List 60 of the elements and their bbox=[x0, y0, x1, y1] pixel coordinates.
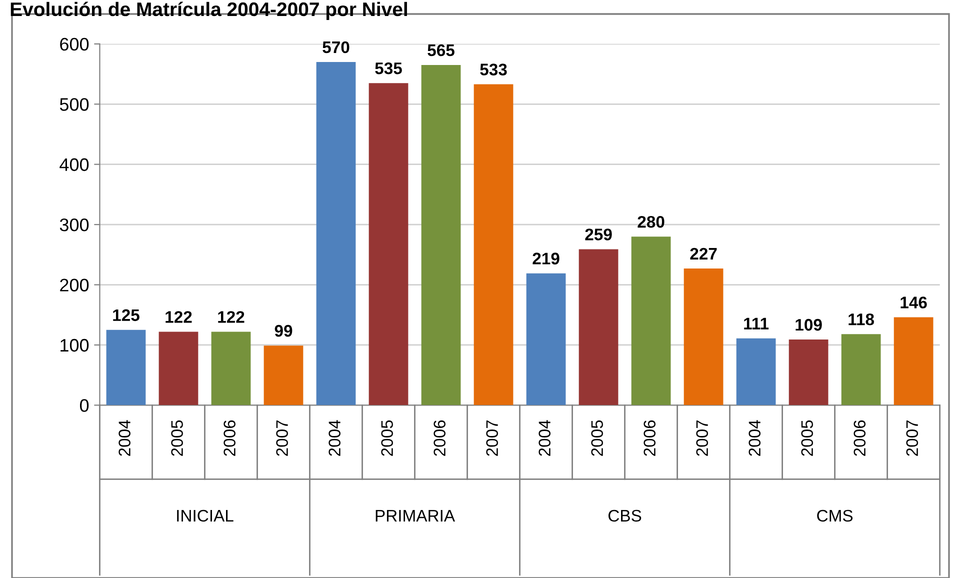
data-label: 122 bbox=[166, 311, 192, 323]
data-label: 535 bbox=[375, 62, 402, 74]
bar bbox=[316, 62, 356, 406]
text: 2005 bbox=[591, 420, 604, 456]
y-tick-label: 0 bbox=[80, 399, 89, 412]
data-label: 219 bbox=[532, 252, 560, 264]
bar bbox=[788, 340, 828, 406]
bar bbox=[578, 249, 618, 406]
data-label: 570 bbox=[322, 41, 350, 54]
bar bbox=[106, 330, 146, 406]
text: 2004 bbox=[538, 420, 551, 456]
text: 2006 bbox=[434, 420, 446, 456]
bar bbox=[736, 338, 776, 406]
text: 2007 bbox=[486, 420, 498, 456]
text: 2006 bbox=[854, 420, 866, 456]
text: 2005 bbox=[381, 420, 393, 456]
bar bbox=[841, 334, 881, 406]
data-label: 565 bbox=[428, 44, 454, 56]
bar bbox=[264, 346, 304, 406]
data-label: 122 bbox=[218, 311, 244, 323]
text: 2004 bbox=[328, 420, 340, 456]
bar bbox=[158, 332, 198, 406]
data-label: 146 bbox=[900, 296, 927, 308]
text: 2007 bbox=[276, 420, 288, 456]
chart-title: Evolución de Matrícula 2004-2007 por Nivel bbox=[10, 2, 407, 20]
bar bbox=[684, 268, 724, 406]
text: 2004 bbox=[748, 420, 761, 456]
x-tick-label: CBS bbox=[608, 510, 642, 522]
x-tick-label: INICIAL bbox=[177, 510, 234, 522]
text: 2006 bbox=[644, 420, 656, 456]
y-tick-label: 600 bbox=[60, 38, 89, 51]
data-label: 118 bbox=[848, 313, 874, 326]
data-label: 533 bbox=[480, 64, 507, 76]
data-label: 109 bbox=[796, 318, 822, 331]
text: 2006 bbox=[224, 420, 236, 456]
y-tick-label: 100 bbox=[60, 338, 89, 352]
y-tick-label: 500 bbox=[60, 98, 89, 111]
y-tick-label: 300 bbox=[60, 218, 89, 232]
bar bbox=[368, 83, 408, 406]
text: 2005 bbox=[171, 420, 183, 456]
bar bbox=[474, 84, 514, 406]
y-tick-label: 400 bbox=[60, 158, 89, 172]
data-label: 99 bbox=[274, 324, 292, 337]
x-tick-label: PRIMARIA bbox=[376, 510, 456, 522]
text: 2007 bbox=[906, 420, 918, 456]
data-label: 111 bbox=[744, 318, 769, 330]
data-label: 280 bbox=[638, 216, 664, 228]
bar bbox=[631, 236, 671, 406]
bar bbox=[421, 65, 461, 406]
text: 2004 bbox=[118, 420, 130, 456]
text: 2007 bbox=[696, 420, 708, 456]
bar bbox=[894, 317, 934, 406]
x-tick-label: CMS bbox=[817, 510, 853, 522]
y-tick-label: 200 bbox=[60, 278, 89, 292]
data-label: 125 bbox=[113, 309, 140, 322]
data-label: 259 bbox=[585, 228, 612, 240]
bar bbox=[526, 273, 566, 406]
text: 2005 bbox=[801, 420, 814, 456]
data-label: 227 bbox=[690, 248, 717, 260]
bar bbox=[211, 332, 251, 406]
